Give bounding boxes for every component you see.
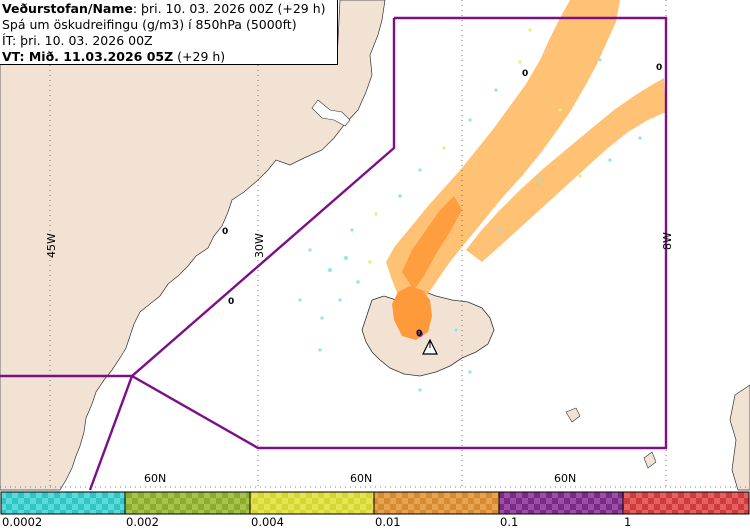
- small-island: [565, 407, 581, 423]
- legend-swatch-4: [498, 491, 624, 515]
- fir-boundary: [0, 16, 668, 491]
- issue-time-line: ÍT: þri. 10. 03. 2026 00Z: [2, 33, 153, 48]
- name-value: : þri. 10. 03. 2026 00Z (+29 h): [132, 1, 326, 16]
- description-line: Spá um öskudreifingu (g/m3) í 850hPa (50…: [2, 17, 297, 32]
- contour-mark: 0: [656, 63, 662, 73]
- ash-plume-core-2: [402, 196, 462, 290]
- legend-label-0: 0.0002: [2, 515, 43, 529]
- valid-time-offset: (+29 h): [173, 49, 226, 64]
- volcano-marker-icon: [422, 338, 438, 355]
- distant-island: [729, 384, 750, 491]
- lat-label-1: 60N: [144, 472, 166, 485]
- legend-swatch-3: [373, 491, 500, 515]
- lon-label-45w: 45W: [45, 233, 58, 258]
- lat-label-3: 60N: [554, 472, 576, 485]
- legend-label-1: 0.002: [126, 515, 159, 529]
- fjord-detail: [311, 99, 351, 127]
- contour-mark: 0: [416, 329, 422, 339]
- legend-swatch-1: [124, 491, 251, 515]
- legend-swatch-5: [622, 491, 750, 515]
- valid-time-line: VT: Mið. 11.03.2026 05Z (+29 h): [2, 49, 335, 65]
- eruption-source-dot: [417, 331, 423, 337]
- legend-label-5: 1: [624, 515, 632, 529]
- contour-mark: 0: [522, 69, 528, 79]
- contour-mark: 0: [228, 297, 234, 307]
- legend-label-4: 0.1: [500, 515, 519, 529]
- ash-plume-core: [392, 286, 432, 340]
- small-island-2: [643, 451, 657, 469]
- legend-labels: 0.0002 0.002 0.004 0.01 0.1 1: [0, 515, 750, 532]
- lon-label-8w: 8W: [661, 232, 674, 250]
- name-label: Veðurstofan/Name: [2, 1, 133, 16]
- ash-plume-east: [466, 78, 666, 262]
- forecast-info-box: Veðurstofan/Name: þri. 10. 03. 2026 00Z …: [0, 0, 338, 65]
- contour-mark: 0: [222, 227, 228, 237]
- lon-label-30w: 30W: [253, 233, 266, 258]
- legend-swatch-2: [249, 491, 375, 515]
- lat-label-2: 60N: [350, 472, 372, 485]
- legend-swatch-0: [0, 491, 126, 515]
- legend-color-bar: [0, 491, 750, 515]
- legend-label-2: 0.004: [251, 515, 284, 529]
- name-line: Veðurstofan/Name: þri. 10. 03. 2026 00Z …: [2, 1, 335, 17]
- legend-label-3: 0.01: [375, 515, 401, 529]
- valid-time-label: VT: Mið. 11.03.2026 05Z: [2, 49, 174, 64]
- greenland-landmass: [0, 0, 386, 491]
- ash-trace-speckles: [298, 28, 642, 392]
